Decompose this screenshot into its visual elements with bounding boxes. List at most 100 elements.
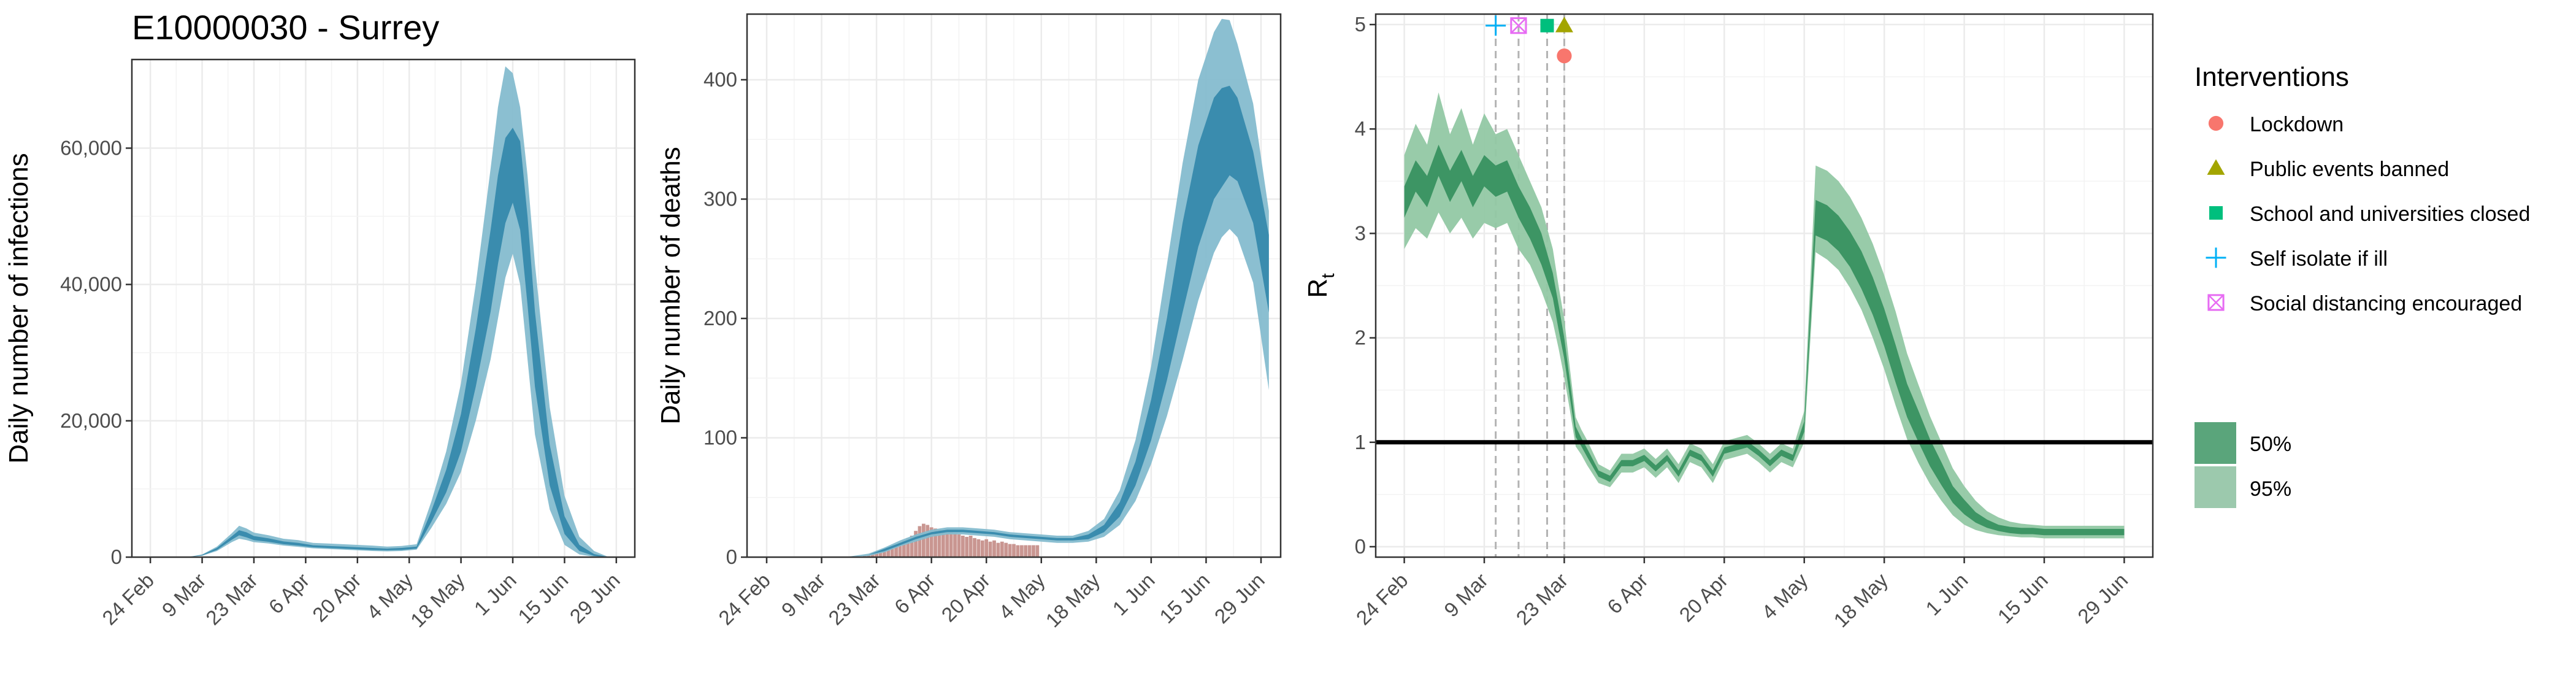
- bands-legend: 50% 95%: [2195, 422, 2291, 508]
- rt-y-tick-label: 1: [1355, 431, 1366, 453]
- rt-y-tick-label: 5: [1355, 13, 1366, 36]
- deaths-panel-border: [746, 13, 1282, 558]
- infections-x-tick-label: 18 May: [406, 568, 469, 631]
- observed-deaths-bar-14: [918, 526, 922, 557]
- legend-key-plus-icon: [2206, 247, 2226, 268]
- observed-deaths-bar-37: [1008, 544, 1012, 557]
- observed-deaths-bar-25: [960, 535, 965, 557]
- deaths-x-tick-label: 15 Jun: [1155, 569, 1214, 628]
- observed-deaths-bar-41: [1024, 545, 1028, 557]
- deaths-x-tick-label: 20 Apr: [937, 569, 995, 626]
- rt-x-tick-label: 1 Jun: [1921, 569, 1972, 620]
- infections-x-tick-label: 6 Apr: [264, 569, 314, 619]
- rt-x-tick-label: 15 Jun: [1993, 569, 2052, 628]
- observed-deaths-bar-17: [929, 527, 933, 557]
- legend-label-95: 95%: [2250, 477, 2291, 501]
- legend-label-school-closed: School and universities closed: [2250, 202, 2530, 226]
- deaths-band-50: [767, 85, 1269, 557]
- infections-x-tick-label: 29 Jun: [565, 569, 624, 628]
- observed-deaths-bar-34: [996, 542, 1000, 557]
- observed-deaths-bar-10: [902, 540, 906, 557]
- observed-deaths-bar-29: [976, 539, 981, 557]
- deaths-y-axis-title: Daily number of deaths: [656, 147, 686, 424]
- observed-deaths-bar-5: [883, 550, 886, 557]
- rt-panel-border: [1374, 13, 2154, 558]
- rt-plot-area: [1376, 14, 2153, 557]
- infections-plot-area: [150, 66, 609, 557]
- legend-label-social-distancing: Social distancing encouraged: [2250, 292, 2522, 315]
- observed-deaths-bar-3: [875, 552, 878, 557]
- rt-x-tick-label: 20 Apr: [1675, 569, 1733, 626]
- observed-deaths-bar-18: [933, 528, 937, 557]
- observed-deaths-bar-42: [1027, 545, 1032, 557]
- intervention-marker-4: [1557, 48, 1572, 64]
- deaths-y-tick-label: 100: [703, 426, 737, 449]
- infections-x-tick-label: 20 Apr: [308, 569, 366, 626]
- rt-x-tick-label: 23 Mar: [1512, 569, 1573, 630]
- observed-deaths-bar-4: [878, 551, 883, 557]
- deaths-plot-area: [767, 18, 1269, 557]
- observed-deaths-bar-7: [890, 546, 894, 557]
- deaths-y-tick-label: 400: [703, 68, 737, 91]
- observed-deaths-bar-11: [906, 538, 910, 557]
- infections-y-tick-label: 20,000: [60, 409, 122, 432]
- observed-deaths-bar-9: [898, 542, 902, 557]
- infections-x-tick-label: 24 Feb: [98, 569, 158, 630]
- rt-x-tick-label: 18 May: [1829, 568, 1892, 631]
- infections-y-tick-label: 40,000: [60, 273, 122, 296]
- deaths-x-tick-label: 6 Apr: [890, 569, 940, 619]
- observed-deaths-bar-27: [968, 535, 973, 557]
- legend-key-circle-icon: [2208, 115, 2224, 131]
- rt-x-tick-label: 6 Apr: [1603, 569, 1652, 619]
- infections-y-axis-title: Daily number of infections: [4, 153, 34, 463]
- observed-deaths-bar-33: [992, 540, 996, 557]
- rt-y-tick-label: 4: [1355, 117, 1366, 140]
- deaths-y-tick-label: 200: [703, 307, 737, 330]
- intervention-marker-0: [1485, 15, 1506, 36]
- legend-label-self-isolate: Self isolate if ill: [2250, 247, 2388, 271]
- observed-deaths-bar-40: [1019, 545, 1024, 557]
- rt-band-95: [1404, 92, 2125, 539]
- rt-x-tick-label: 24 Feb: [1352, 569, 1413, 630]
- intervention-marker-3: [1555, 17, 1573, 33]
- rt-y-tick-label: 2: [1355, 326, 1366, 349]
- interventions-legend-title: Interventions: [2195, 62, 2349, 92]
- rt-panel: 0 1 2 3 4 5 24 Feb 9 Mar 23 Mar 6 Apr 20 Apr 4 May 1…: [1303, 13, 2154, 631]
- observed-deaths-bar-23: [953, 533, 957, 557]
- observed-deaths-bar-30: [980, 540, 984, 557]
- rt-band-50: [1404, 144, 2125, 536]
- deaths-y-tick-label: 0: [726, 545, 737, 568]
- infections-band-95: [150, 66, 609, 557]
- rt-x-tick-label: 9 Mar: [1439, 569, 1492, 622]
- deaths-x-tick-label: 24 Feb: [714, 569, 775, 630]
- infections-panel-border: [131, 58, 636, 558]
- intervention-marker-2: [1540, 18, 1554, 33]
- legend-key-95: [2195, 466, 2236, 508]
- rt-gridlines: [1376, 14, 2153, 557]
- observed-deaths-bar-6: [886, 549, 891, 557]
- interventions-legend: Interventions Lockdown Public events ban…: [2195, 62, 2530, 315]
- infections-y-tick-label: 60,000: [60, 136, 122, 159]
- deaths-x-tick-label: 29 Jun: [1210, 569, 1269, 628]
- observed-deaths-bar-21: [945, 530, 949, 557]
- legend-label-public-events-banned: Public events banned: [2250, 158, 2449, 181]
- legend-key-50: [2195, 422, 2236, 464]
- legend-key-triangle-icon: [2207, 159, 2225, 175]
- rt-y-tick-label: 0: [1355, 535, 1366, 558]
- observed-deaths-bar-43: [1032, 545, 1035, 557]
- observed-deaths-bar-12: [910, 535, 914, 557]
- observed-deaths-bar-38: [1012, 544, 1016, 557]
- observed-deaths-bar-24: [957, 534, 961, 557]
- observed-deaths-bar-15: [921, 523, 926, 557]
- observed-deaths-bar-22: [949, 532, 953, 557]
- observed-deaths-bar-19: [937, 530, 941, 557]
- observed-deaths-bar-13: [914, 531, 918, 557]
- observed-deaths-bar-35: [1000, 541, 1004, 557]
- observed-deaths-bar-8: [894, 545, 898, 557]
- infections-y-tick-label: 0: [111, 545, 122, 568]
- deaths-x-tick-label: 1 Jun: [1108, 569, 1159, 620]
- rt-x-tick-label: 29 Jun: [2073, 569, 2132, 628]
